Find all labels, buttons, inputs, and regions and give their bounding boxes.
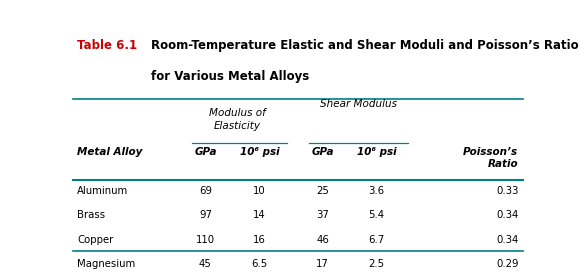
- Text: 16: 16: [253, 235, 266, 245]
- Text: 0.29: 0.29: [496, 259, 518, 269]
- Text: 10: 10: [253, 186, 266, 196]
- Text: Copper: Copper: [77, 235, 113, 245]
- Text: 6.5: 6.5: [252, 259, 268, 269]
- Text: 25: 25: [316, 186, 329, 196]
- Text: GPa: GPa: [311, 147, 333, 157]
- Text: Metal Alloy: Metal Alloy: [77, 147, 142, 157]
- Text: 2.5: 2.5: [368, 259, 385, 269]
- Text: GPa: GPa: [194, 147, 217, 157]
- Text: Brass: Brass: [77, 210, 105, 220]
- Text: 45: 45: [199, 259, 212, 269]
- Text: 0.34: 0.34: [496, 210, 518, 220]
- Text: 110: 110: [196, 235, 215, 245]
- Text: Shear Modulus: Shear Modulus: [320, 99, 397, 109]
- Text: 97: 97: [199, 210, 212, 220]
- Text: 0.34: 0.34: [496, 235, 518, 245]
- Text: Modulus of
Elasticity: Modulus of Elasticity: [209, 108, 266, 131]
- Text: 46: 46: [316, 235, 329, 245]
- Text: Table 6.1: Table 6.1: [77, 39, 137, 52]
- Text: 69: 69: [199, 186, 212, 196]
- Text: 6.7: 6.7: [368, 235, 385, 245]
- Text: Room-Temperature Elastic and Shear Moduli and Poisson’s Ratio: Room-Temperature Elastic and Shear Modul…: [152, 39, 579, 52]
- Text: 0.33: 0.33: [496, 186, 518, 196]
- Text: 14: 14: [253, 210, 266, 220]
- Text: 10⁶ psi: 10⁶ psi: [240, 147, 279, 157]
- Text: 37: 37: [316, 210, 329, 220]
- Text: 5.4: 5.4: [368, 210, 385, 220]
- Text: Magnesium: Magnesium: [77, 259, 135, 269]
- Text: 10⁶ psi: 10⁶ psi: [357, 147, 396, 157]
- Text: Aluminum: Aluminum: [77, 186, 128, 196]
- Text: 17: 17: [316, 259, 329, 269]
- Text: Poisson’s
Ratio: Poisson’s Ratio: [463, 147, 518, 169]
- Text: for Various Metal Alloys: for Various Metal Alloys: [152, 70, 310, 82]
- Text: 3.6: 3.6: [368, 186, 385, 196]
